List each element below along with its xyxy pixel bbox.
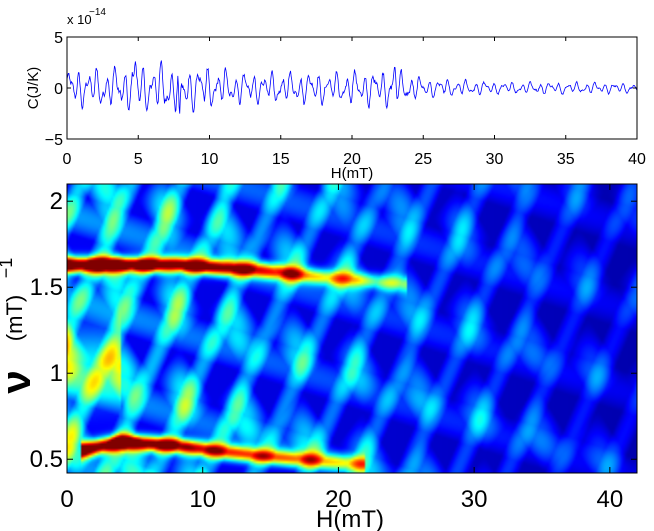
top-x-tick-label: 10 xyxy=(201,151,219,168)
bottom-y-ticks: 0.5 1 1.5 2 xyxy=(30,188,637,473)
top-series-group xyxy=(67,60,637,114)
top-x-tick-label: 30 xyxy=(486,151,504,168)
top-y-tick-label: −5 xyxy=(45,132,63,149)
top-x-tick-label: 5 xyxy=(134,151,143,168)
top-x-tick-label: 25 xyxy=(414,151,432,168)
top-x-tick-label: 20 xyxy=(343,151,361,168)
bottom-y-tick-label: 1 xyxy=(50,360,63,387)
bottom-plot-frame xyxy=(66,183,638,474)
top-plot-area xyxy=(67,37,637,139)
bottom-x-ticks: 0 10 20 30 40 xyxy=(60,184,623,513)
top-scale-exponent: −14 xyxy=(89,7,106,18)
bottom-y-axis-nu: ν xyxy=(0,370,39,393)
top-y-tick-label: 5 xyxy=(54,30,63,47)
top-x-axis-label: H(mT) xyxy=(331,165,373,182)
top-x-tick-label: 15 xyxy=(272,151,290,168)
top-y-ticks: 5 0 −5 xyxy=(45,30,637,149)
bottom-y-axis-exponent: −1 xyxy=(0,258,16,279)
top-x-ticks: 0 5 10 15 20 25 30 35 40 xyxy=(63,37,646,168)
top-scale-label: x 10 xyxy=(67,12,92,27)
bottom-x-tick-label: 10 xyxy=(189,486,216,513)
heatmap-image xyxy=(67,184,637,473)
bottom-x-axis-label: H(mT) xyxy=(316,506,384,531)
bottom-y-tick-label: 1.5 xyxy=(30,274,63,301)
top-series-line xyxy=(67,60,637,114)
bottom-chart: 0 10 20 30 40 0.5 1 1.5 2 H(mT) ν (mT) −1 xyxy=(0,183,638,531)
bottom-x-tick-label: 20 xyxy=(325,486,352,513)
bottom-x-tick-label: 0 xyxy=(60,486,73,513)
top-chart: 0 5 10 15 20 25 30 35 40 50−5 x 10 −14 C(J/K) H(… xyxy=(25,7,646,182)
bottom-y-axis-units: (mT) xyxy=(2,295,27,341)
top-x-tick-label: 35 xyxy=(557,151,575,168)
top-x-tick-label: 0 xyxy=(63,151,72,168)
bottom-y-tick-label: 0.5 xyxy=(30,446,63,473)
bottom-x-tick-label: 30 xyxy=(461,486,488,513)
top-y-axis-label: C(J/K) xyxy=(25,67,42,110)
bottom-y-tick-label: 2 xyxy=(50,188,63,215)
bottom-x-tick-label: 40 xyxy=(597,486,624,513)
top-x-tick-label: 40 xyxy=(628,151,646,168)
top-y-tick-label: 0 xyxy=(54,81,63,98)
